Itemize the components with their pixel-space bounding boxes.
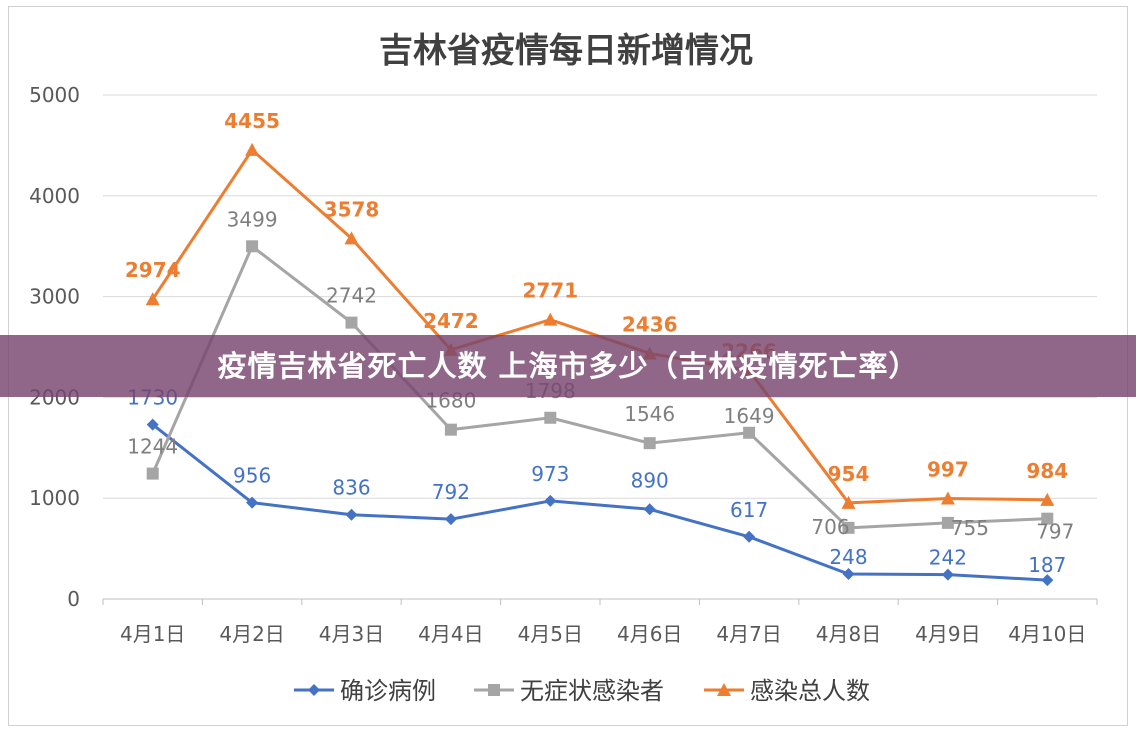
x-tick-label: 4月7日 [716,622,781,646]
data-label: 3578 [324,197,380,221]
data-point [543,312,558,326]
data-point [643,503,656,516]
data-label: 792 [432,480,470,504]
data-label: 617 [730,498,768,522]
data-label: 1546 [624,402,675,426]
data-point [841,495,856,509]
data-point [145,292,160,306]
data-label: 797 [1036,520,1074,544]
data-label: 2771 [522,279,578,303]
chart-title: 吉林省疫情每日新增情况 [379,31,753,71]
data-point [246,496,259,509]
x-tick-label: 4月4日 [418,622,483,646]
legend: 确诊病例 无症状感染者 感染总人数 [294,677,870,705]
data-label: 248 [829,545,867,569]
legend-label: 无症状感染者 [520,677,664,705]
data-label: 706 [811,515,849,539]
data-label: 1244 [127,435,178,459]
y-tick-label: 5000 [29,83,80,107]
x-tick-label: 4月5日 [518,622,583,646]
data-point [345,316,358,329]
series-line [151,423,1048,582]
data-label: 973 [531,462,569,486]
data-point [488,684,500,696]
data-label: 956 [233,464,271,488]
data-point [842,568,855,581]
data-label: 2742 [326,284,377,308]
data-point [345,508,358,521]
data-point [246,240,259,253]
x-tick-label: 4月10日 [1008,622,1086,646]
series-line [151,148,1048,505]
data-label: 242 [929,546,967,570]
x-tick-label: 4月6日 [617,622,682,646]
data-point [146,418,159,431]
data-label: 997 [927,458,969,482]
y-tick-label: 3000 [29,285,80,309]
data-label: 2436 [622,312,678,336]
data-point [444,423,457,436]
data-label: 984 [1026,459,1068,483]
x-tick-label: 4月8日 [816,622,881,646]
data-point [444,513,457,526]
data-point [643,437,656,450]
data-point [1041,574,1054,587]
data-point [941,516,954,529]
data-point [308,684,320,696]
data-point [544,411,557,424]
legend-label: 感染总人数 [750,677,870,705]
legend-label: 确诊病例 [340,677,436,705]
data-point [1041,512,1054,525]
data-label: 3499 [227,207,278,231]
data-point [717,683,731,696]
y-tick-label: 0 [67,587,80,611]
data-label: 755 [951,516,989,540]
y-tick-label: 1000 [29,486,80,510]
data-label: 836 [332,476,370,500]
x-tick-label: 4月2日 [219,622,284,646]
data-label: 1649 [724,404,775,428]
x-tick-label: 4月9日 [915,622,980,646]
data-label: 954 [828,462,870,486]
data-point [146,467,159,480]
data-point [940,491,955,505]
data-point [544,494,557,507]
data-point [842,521,855,534]
data-point [245,142,260,156]
data-point [743,530,756,543]
series-line [151,244,1048,530]
overlay-banner: 疫情吉林省死亡人数 上海市多少（吉林疫情死亡率） [0,335,1136,397]
data-label: 187 [1028,553,1066,577]
gridlines [103,94,1097,499]
data-point [941,568,954,581]
banner-text: 疫情吉林省死亡人数 上海市多少（吉林疫情死亡率） [217,349,919,383]
data-point [344,231,359,245]
x-tick-label: 4月3日 [319,622,384,646]
data-label: 890 [631,468,669,492]
y-tick-label: 4000 [29,184,80,208]
data-point [1040,492,1055,506]
data-label: 4455 [224,109,280,133]
data-label: 2472 [423,309,479,333]
data-point [743,426,756,439]
data-label: 2974 [125,258,181,282]
x-tick-label: 4月1日 [120,622,185,646]
